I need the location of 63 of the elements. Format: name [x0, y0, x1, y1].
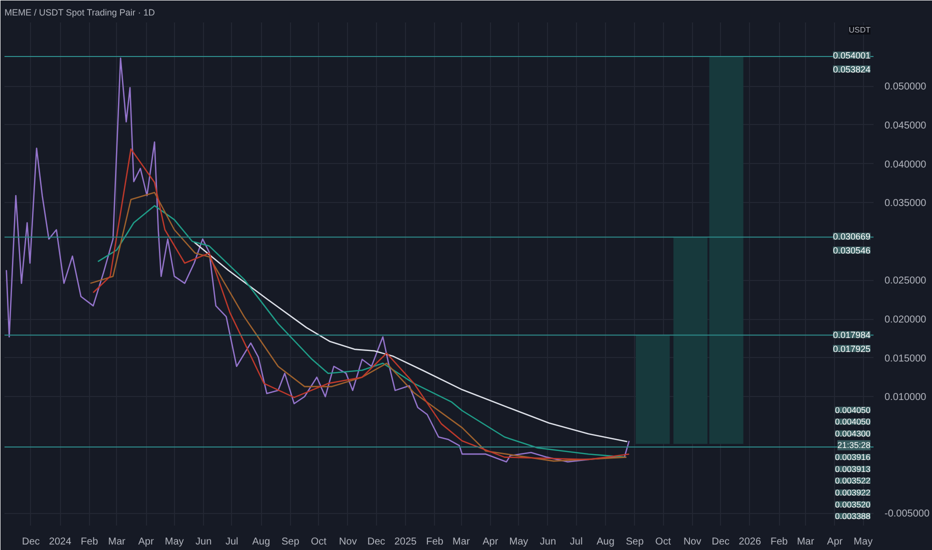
annotation: 0.053824 — [832, 64, 871, 74]
annotation: 21:35:28 — [837, 440, 871, 450]
x-tick-label: May — [164, 536, 184, 548]
y-tick-label: 0.035000 — [884, 198, 927, 210]
x-tick-label: Jul — [570, 536, 583, 548]
x-tick-label: Apr — [138, 536, 154, 548]
bar — [673, 237, 708, 444]
bar — [709, 56, 744, 444]
line-series — [92, 148, 630, 460]
annotation: 0.003388 — [835, 511, 871, 522]
x-tick-label: Mar — [108, 536, 126, 548]
chart-title: MEME / USDT Spot Trading Pair · 1D — [4, 8, 156, 18]
annotation: 0.030546 — [832, 246, 871, 256]
x-tick-label: Jun — [540, 536, 556, 548]
x-tick-label: Aug — [596, 536, 614, 548]
annotation: 0.003922 — [835, 487, 871, 498]
annotation: 0.017925 — [832, 344, 871, 354]
x-tick-label: Jul — [226, 536, 238, 548]
x-tick-label: May — [854, 536, 873, 548]
x-tick-label: Feb — [770, 536, 788, 548]
annotation: 0.003520 — [835, 499, 871, 510]
annotation: 0.003913 — [835, 464, 871, 474]
annotation: 0.030669 — [832, 232, 871, 242]
annotation: 0.003522 — [835, 476, 871, 486]
x-tick-label: 2026 — [738, 536, 762, 548]
y-tick-label: 0.010000 — [884, 392, 927, 404]
line-series — [194, 242, 628, 442]
y-tick-label: 0.040000 — [884, 159, 927, 170]
x-tick-label: 2024 — [49, 536, 72, 548]
y-tick-label: 0.025000 — [884, 276, 927, 287]
y-tick-label: 0.020000 — [884, 314, 927, 326]
annotation: 0.004050 — [835, 416, 871, 427]
x-tick-label: Aug — [252, 536, 270, 548]
line-series — [6, 58, 630, 462]
x-tick-label: Nov — [683, 536, 702, 548]
annotation: USDT — [848, 26, 871, 34]
x-tick-label: Nov — [339, 536, 357, 548]
x-tick-label: Sep — [626, 536, 644, 548]
y-tick-label: 0.050000 — [884, 82, 927, 93]
y-tick-label: 0.045000 — [884, 120, 927, 132]
x-tick-label: Apr — [482, 536, 499, 548]
x-tick-label: Dec — [367, 536, 386, 548]
x-tick-label: Oct — [310, 536, 327, 548]
annotation: 0.017984 — [832, 330, 871, 340]
x-tick-label: Mar — [796, 536, 815, 548]
y-tick-label: -0.005000 — [884, 508, 930, 520]
x-tick-label: Mar — [452, 536, 470, 548]
annotation: 0.004300 — [835, 428, 871, 438]
x-tick-label: May — [509, 536, 528, 548]
y-tick-label: 0.015000 — [884, 353, 927, 364]
x-tick-label: Oct — [655, 536, 672, 548]
annotation: 0.004050 — [835, 404, 871, 415]
x-tick-label: Dec — [712, 536, 730, 548]
x-tick-label: Dec — [22, 536, 40, 548]
x-tick-label: 2025 — [394, 536, 418, 548]
x-tick-label: Jun — [196, 536, 212, 548]
bar — [636, 335, 670, 444]
x-tick-label: Feb — [426, 536, 444, 548]
annotation: 0.054001 — [832, 50, 871, 61]
annotation: 0.003916 — [835, 452, 871, 462]
x-tick-label: Feb — [80, 536, 98, 548]
x-tick-label: Apr — [827, 536, 844, 548]
x-tick-label: Sep — [281, 536, 300, 548]
